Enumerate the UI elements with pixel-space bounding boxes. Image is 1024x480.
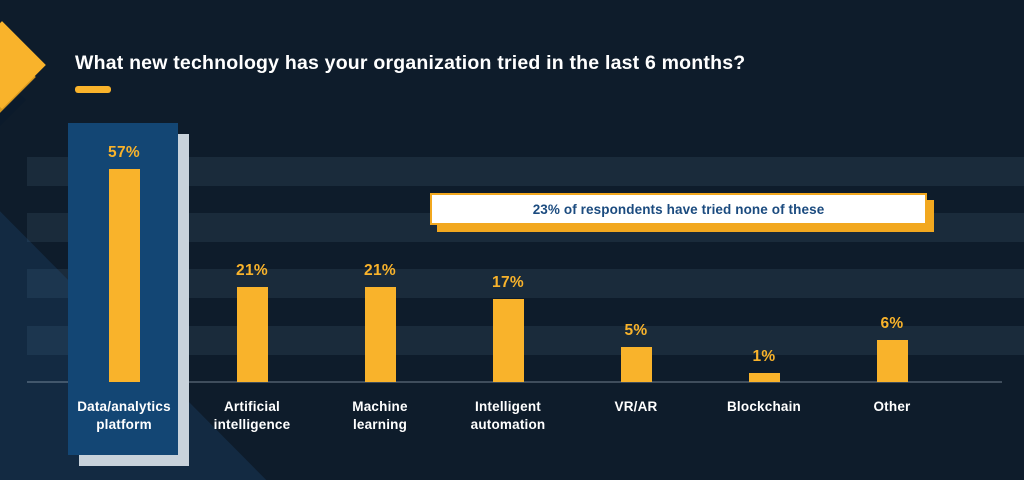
bar-category-label: Blockchain <box>726 399 802 414</box>
bar <box>108 169 140 382</box>
bar-value-label: 57% <box>108 144 140 161</box>
bar-group-2: 21% Artificial intelligence <box>186 0 318 480</box>
callout-text: 23% of respondents have tried none of th… <box>532 201 825 217</box>
bar <box>620 347 652 382</box>
bar <box>876 340 908 382</box>
axis-baseline <box>27 381 1002 383</box>
bar-group-1: 57% Data/analytics platform <box>58 0 190 480</box>
bar-value-label: 5% <box>624 322 648 339</box>
bg-stripe <box>27 157 1024 186</box>
bar <box>748 373 780 382</box>
bar-value-label: 1% <box>752 348 776 365</box>
bar-value-label: 17% <box>492 274 524 291</box>
bg-stripe <box>27 269 1024 298</box>
bar-category-label: Data/analytics platform <box>77 399 171 432</box>
bg-stripe <box>27 326 1024 355</box>
bar-category-label: Intelligent automation <box>470 399 546 432</box>
bar-group-6: 1% Blockchain <box>698 0 830 480</box>
chart-title: What new technology has your organizatio… <box>75 52 746 74</box>
title-underline <box>75 86 111 93</box>
bar <box>364 287 396 382</box>
bar <box>236 287 268 382</box>
bar-value-label: 21% <box>236 262 268 279</box>
bar <box>492 299 524 382</box>
bar-category-label: Machine learning <box>352 399 408 432</box>
bar-group-5: 5% VR/AR <box>570 0 702 480</box>
bar-group-3: 21% Machine learning <box>314 0 446 480</box>
bar-group-4: 17% Intelligent automation <box>442 0 574 480</box>
bar-category-label: VR/AR <box>614 399 658 414</box>
bar-value-label: 6% <box>880 315 904 332</box>
bar-category-label: Other <box>873 399 911 414</box>
callout-banner: 23% of respondents have tried none of th… <box>430 193 927 225</box>
bar-category-label: Artificial intelligence <box>213 399 291 432</box>
bar-group-7: 6% Other <box>826 0 958 480</box>
bar-value-label: 21% <box>364 262 396 279</box>
